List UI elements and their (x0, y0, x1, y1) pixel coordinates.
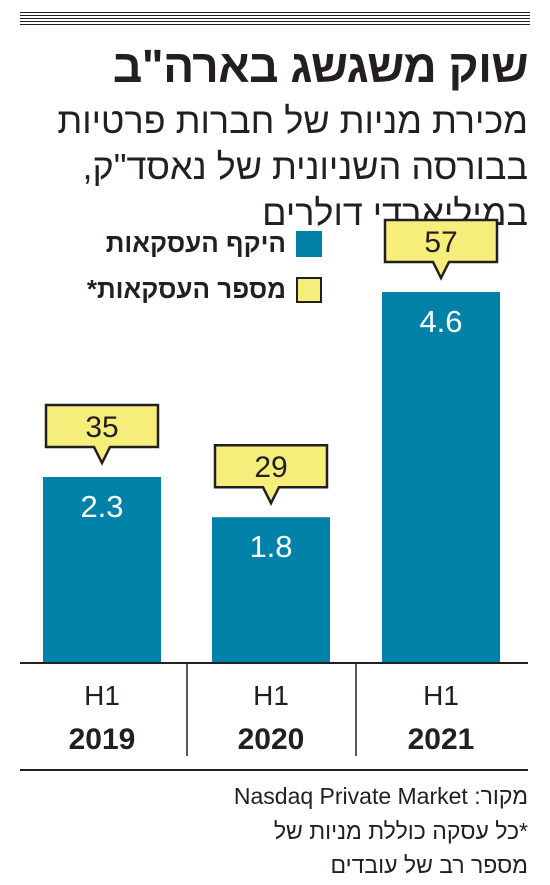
legend-label-volume: היקף העסקאות (105, 228, 286, 258)
subtitle-line: בבורסה השניונית של נאסד"ק, (82, 146, 528, 187)
bar-value-label: 2.3 (80, 489, 123, 524)
count-value-label: 29 (254, 451, 287, 484)
header-hatch-rule (20, 12, 530, 26)
category-year-label: 2020 (238, 723, 305, 756)
category-year-label: 2021 (408, 723, 475, 756)
legend-item-volume: היקף העסקאות (106, 228, 322, 259)
bar-value-label: 4.6 (419, 304, 462, 339)
count-value-label: 57 (424, 226, 457, 259)
count-callout (213, 443, 329, 507)
category-period-label: H1 (423, 680, 459, 711)
legend-item-count: מספר העסקאות* (87, 274, 322, 305)
legend-swatch-volume (296, 230, 322, 257)
footnote-line: *כל עסקה כוללת מניות של (273, 818, 528, 844)
count-value-label: 35 (85, 411, 118, 444)
chart-title: שוק משגשג בארה"ב (112, 40, 529, 92)
bar (43, 477, 161, 662)
source-note: מקור: Nasdaq Private Market (233, 783, 528, 809)
bar-value-label: 1.8 (249, 529, 292, 564)
count-callout (383, 218, 499, 281)
legend-label-count: מספר העסקאות* (86, 274, 286, 304)
category-period-label: H1 (253, 680, 289, 711)
category-year-label: 2019 (69, 723, 136, 756)
footnote: *כל עסקה כוללת מניות של מספר רב של עובדי… (274, 814, 528, 882)
bar (212, 517, 330, 662)
category-period-label: H1 (84, 680, 120, 711)
count-callout (44, 403, 160, 466)
subtitle-line: מכירת מניות של חברות פרטיות (57, 100, 528, 141)
legend-swatch-count (296, 276, 322, 303)
bar (382, 292, 500, 662)
footnote-line: מספר רב של עובדים (330, 852, 528, 878)
